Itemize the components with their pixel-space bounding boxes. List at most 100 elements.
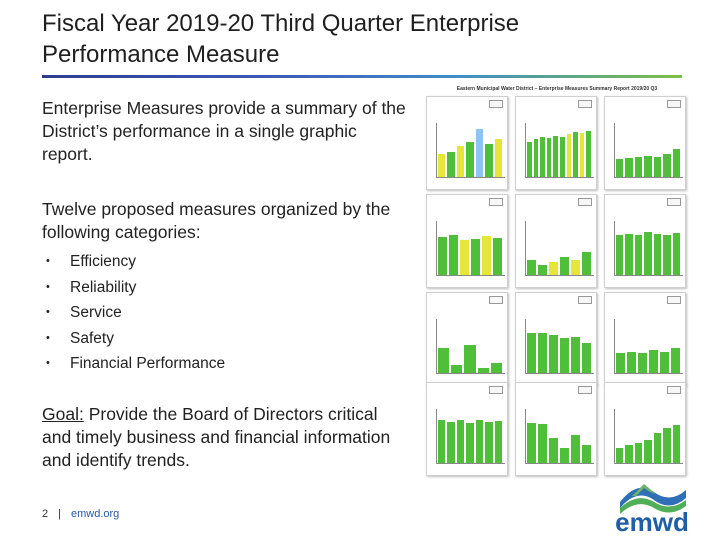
panel-bar: [672, 425, 680, 463]
report-panel: [604, 292, 686, 386]
panel-bar: [482, 236, 491, 275]
panel-bar: [663, 235, 671, 275]
panel-bar: [625, 234, 633, 275]
report-panel: [426, 194, 508, 288]
panel-badge: [667, 198, 681, 206]
panel-bar: [625, 158, 633, 177]
panel-bar: [456, 420, 465, 463]
emwd-logo-icon: [620, 484, 686, 514]
panel-plot: [436, 319, 505, 374]
panel-bar: [560, 448, 569, 463]
panel-bar: [672, 149, 680, 177]
intro-paragraph: Enterprise Measures provide a summary of…: [42, 98, 406, 164]
panel-badge: [667, 296, 681, 304]
footer-url[interactable]: emwd.org: [70, 508, 120, 520]
panel-badge: [667, 386, 681, 394]
panel-bar: [571, 260, 580, 275]
panel-bar: [456, 146, 465, 177]
panel-bar: [582, 445, 591, 463]
panel-badge: [578, 198, 592, 206]
panel-bar: [464, 345, 476, 373]
panel-bar: [653, 234, 662, 275]
panel-plot: [436, 123, 505, 178]
report-panel: [426, 96, 508, 190]
panel-bar: [649, 350, 658, 373]
panel-bar: [560, 338, 569, 373]
panel-badge: [578, 386, 592, 394]
panel-bar: [460, 240, 469, 275]
report-panel: [604, 382, 686, 476]
panel-badge: [489, 198, 503, 206]
panel-bar: [634, 235, 643, 275]
panel-bar: [660, 352, 669, 373]
panel-bar: [644, 440, 652, 463]
panel-bar: [571, 337, 580, 373]
panel-bar: [616, 159, 624, 177]
bullet-icon: •: [46, 255, 50, 267]
panel-bar: [616, 448, 624, 463]
panel-plot: [525, 123, 594, 178]
panel-bar: [438, 348, 450, 373]
goal-label: Goal:: [42, 404, 84, 424]
report-panel: [604, 194, 686, 288]
panel-badge: [489, 296, 503, 304]
categories-intro: Twelve proposed measures organized by th…: [42, 199, 391, 242]
panel-bar: [494, 139, 502, 177]
panel-bar: [560, 257, 569, 275]
report-thumbnail: Eastern Municipal Water District – Enter…: [422, 82, 692, 476]
panel-plot: [614, 319, 683, 374]
panel-bar: [438, 154, 446, 177]
slide-title: Fiscal Year 2019-20 Third Quarter Enterp…: [42, 10, 520, 68]
panel-bar: [625, 445, 633, 463]
panel-bar: [527, 423, 536, 463]
panel-bar: [533, 139, 539, 177]
bullet-icon: •: [46, 280, 50, 293]
panel-bar: [447, 422, 455, 463]
panel-bar: [493, 238, 502, 275]
panel-bar: [451, 365, 463, 373]
panel-bar: [571, 435, 580, 463]
panel-badge: [489, 100, 503, 108]
goal-paragraph: Goal: Provide the Board of Directors cri…: [42, 403, 392, 472]
panel-badge: [578, 296, 592, 304]
panel-bar: [549, 262, 558, 275]
panel-bar: [438, 237, 447, 275]
panel-badge: [578, 100, 592, 108]
footer: 2 | emwd.org: [42, 508, 129, 520]
bullet-icon: •: [46, 331, 50, 344]
panel-bar: [560, 137, 565, 177]
panel-bar: [475, 129, 484, 177]
logo-text: emwd: [615, 507, 689, 537]
panel-bar: [485, 422, 493, 463]
panel-plot: [525, 221, 594, 276]
panel-bar: [549, 438, 558, 463]
panel-bar: [540, 137, 545, 177]
panel-bar: [527, 142, 532, 177]
panel-bar: [485, 144, 493, 177]
panel-plot: [614, 221, 683, 276]
bullet-icon: •: [46, 357, 50, 369]
report-panel: [515, 194, 597, 288]
panel-badge: [667, 100, 681, 108]
panel-bar: [653, 157, 662, 177]
panel-bar: [477, 368, 489, 373]
panel-bar: [634, 157, 643, 177]
panel-plot: [614, 409, 683, 464]
report-panel: [515, 96, 597, 190]
panel-bar: [438, 420, 446, 463]
bullet-icon: •: [46, 306, 50, 318]
panel-bar: [672, 233, 680, 275]
report-panel: [426, 382, 508, 476]
page-number: 2: [42, 508, 49, 520]
panel-plot: [525, 409, 594, 464]
report-panel: [604, 96, 686, 190]
panel-bar: [466, 142, 474, 177]
panel-bar: [616, 353, 625, 373]
panel-bar: [494, 421, 502, 463]
panel-bar: [490, 363, 502, 373]
panel-bar: [638, 353, 647, 373]
panel-bar: [538, 424, 547, 463]
panel-bar: [579, 133, 585, 177]
panel-bar: [634, 443, 643, 463]
panel-bar: [644, 232, 652, 275]
